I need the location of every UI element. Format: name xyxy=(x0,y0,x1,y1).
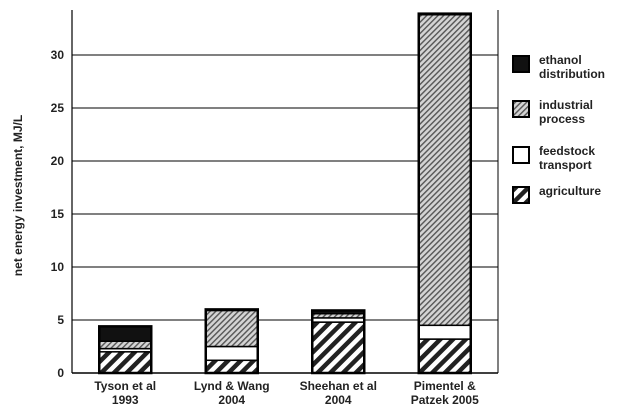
y-tick-label-20: 20 xyxy=(51,154,65,168)
bar-segment-agriculture-0 xyxy=(98,351,152,374)
legend-label-ethanol-0: ethanol xyxy=(539,53,582,67)
legend-label-industrial-1: process xyxy=(539,112,585,126)
legend-item-agriculture: agriculture xyxy=(512,184,601,204)
bar-group-1 xyxy=(204,308,259,375)
bar-segment-agriculture-1 xyxy=(205,359,259,374)
y-tick-label-25: 25 xyxy=(51,101,65,115)
axes: 0 5 10 15 20 25 30 net energy investment, MJ/L T… xyxy=(11,10,499,407)
y-tick-label-30: 30 xyxy=(51,48,65,62)
bar-segment-agriculture-2 xyxy=(311,321,365,374)
bar-segment-industrial-0 xyxy=(98,340,152,350)
x-category-label-1-1: 2004 xyxy=(218,393,245,407)
bar-segment-agriculture-3 xyxy=(418,338,472,374)
legend-swatch-feedstock xyxy=(512,146,530,164)
x-category-label-1-0: Lynd & Wang xyxy=(194,379,270,393)
legend-swatch-agriculture xyxy=(512,186,530,204)
x-category-label-2-0: Sheehan et al xyxy=(300,379,377,393)
legend-swatch-industrial xyxy=(512,100,530,118)
legend-label-industrial-0: industrial xyxy=(539,98,593,112)
bar-segment-feedstock-3 xyxy=(418,324,472,340)
y-tick-label-15: 15 xyxy=(51,207,65,221)
x-category-label-3-0: Pimentel & xyxy=(414,379,476,393)
y-tick-label-10: 10 xyxy=(51,260,65,274)
x-category-label-2-1: 2004 xyxy=(325,393,352,407)
legend-label-agriculture-0: agriculture xyxy=(539,184,601,198)
bar-group-3 xyxy=(417,12,472,375)
bar-group-0 xyxy=(98,325,153,375)
legend-label-ethanol-1: distribution xyxy=(539,67,605,81)
y-tick-label-0: 0 xyxy=(57,366,64,380)
bar-segment-industrial-3 xyxy=(418,13,472,327)
y-axis-label: net energy investment, MJ/L xyxy=(11,115,25,276)
bar-group-2 xyxy=(311,309,366,375)
legend-label-feedstock-1: transport xyxy=(539,158,592,172)
bar-segment-industrial-1 xyxy=(205,309,259,348)
bar-segment-feedstock-1 xyxy=(205,345,259,362)
y-tick-label-5: 5 xyxy=(57,313,64,327)
bar-segment-ethanol-0 xyxy=(98,325,152,342)
x-category-label-3-1: Patzek 2005 xyxy=(411,393,479,407)
x-category-label-0-1: 1993 xyxy=(112,393,139,407)
legend-swatch-ethanol xyxy=(512,55,530,73)
x-category-label-0-0: Tyson et al xyxy=(94,379,156,393)
legend-label-feedstock-0: feedstock xyxy=(539,144,595,158)
bars xyxy=(98,12,472,375)
